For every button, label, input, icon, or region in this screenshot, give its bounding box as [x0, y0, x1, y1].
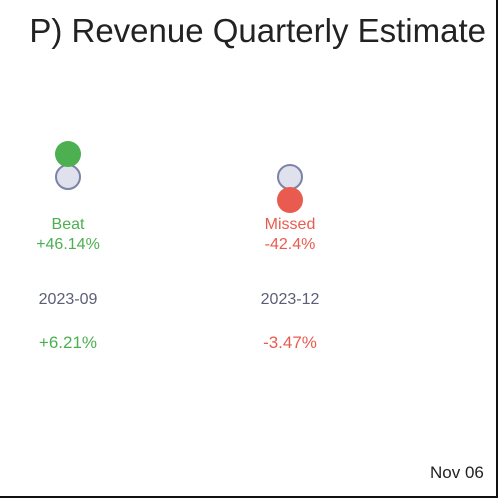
status-label: Beat	[51, 216, 85, 233]
actual-marker	[277, 187, 303, 213]
chart-date: Nov 06	[430, 463, 484, 482]
status-label: Missed	[264, 216, 316, 233]
surprise-label: +2	[443, 236, 500, 254]
period-label: 2023-09	[38, 291, 98, 308]
change-label: -2	[443, 333, 500, 353]
change-label: -3.47%	[263, 333, 317, 352]
quarter-column: Beat +46.14% 2023-09 +6.21%	[0, 0, 138, 500]
chart-title: P) Revenue Quarterly Estimate	[29, 12, 486, 49]
change-label: +6.21%	[38, 333, 98, 352]
estimate-marker	[55, 164, 81, 190]
actual-marker	[55, 141, 81, 167]
quarter-column: +2 20 -2	[443, 0, 500, 500]
surprise-label: +46.14%	[36, 236, 100, 253]
surprise-label: -42.4%	[264, 236, 316, 253]
period-label: 20	[443, 291, 500, 309]
period-label: 2023-12	[260, 291, 320, 308]
quarter-column: Missed -42.4% 2023-12 -3.47%	[220, 0, 360, 500]
